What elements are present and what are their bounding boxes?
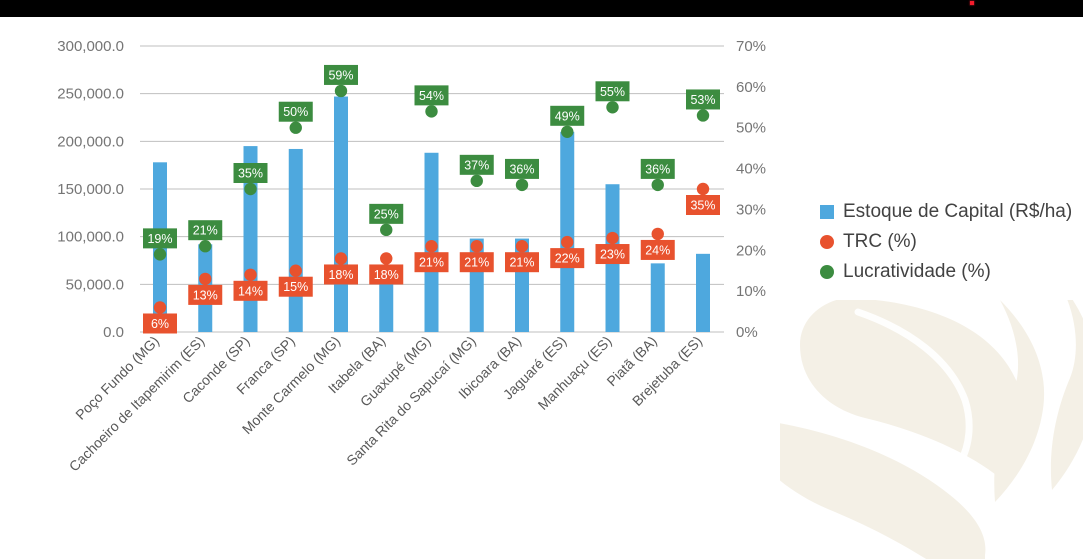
svg-text:54%: 54% <box>419 89 444 103</box>
svg-text:50,000.0: 50,000.0 <box>66 276 124 293</box>
svg-text:0%: 0% <box>736 324 758 341</box>
svg-text:59%: 59% <box>328 68 353 82</box>
svg-text:22%: 22% <box>555 252 580 266</box>
svg-text:35%: 35% <box>690 199 715 213</box>
svg-text:250,000.0: 250,000.0 <box>57 86 124 103</box>
svg-text:70%: 70% <box>736 38 766 55</box>
svg-text:200,000.0: 200,000.0 <box>57 133 124 150</box>
svg-text:55%: 55% <box>600 85 625 99</box>
svg-text:50%: 50% <box>283 105 308 119</box>
svg-text:50%: 50% <box>736 120 766 137</box>
svg-text:24%: 24% <box>645 243 670 257</box>
svg-text:100,000.0: 100,000.0 <box>57 229 124 246</box>
svg-text:21%: 21% <box>509 256 534 270</box>
svg-text:300,000.0: 300,000.0 <box>57 38 124 55</box>
svg-text:14%: 14% <box>238 284 263 298</box>
svg-text:0.0: 0.0 <box>103 324 124 341</box>
svg-text:10%: 10% <box>736 283 766 300</box>
svg-text:37%: 37% <box>464 158 489 172</box>
svg-text:23%: 23% <box>600 248 625 262</box>
svg-text:35%: 35% <box>238 167 263 181</box>
svg-text:53%: 53% <box>690 93 715 107</box>
svg-text:49%: 49% <box>555 109 580 123</box>
svg-text:150,000.0: 150,000.0 <box>57 181 124 198</box>
svg-text:Poço Fundo (MG): Poço Fundo (MG) <box>72 333 162 423</box>
svg-text:13%: 13% <box>193 288 218 302</box>
svg-text:36%: 36% <box>509 162 534 176</box>
svg-text:21%: 21% <box>193 224 218 238</box>
svg-text:18%: 18% <box>374 268 399 282</box>
svg-text:18%: 18% <box>328 268 353 282</box>
svg-text:6%: 6% <box>151 317 169 331</box>
svg-text:36%: 36% <box>645 162 670 176</box>
svg-text:19%: 19% <box>147 232 172 246</box>
svg-text:21%: 21% <box>419 256 444 270</box>
svg-text:60%: 60% <box>736 79 766 96</box>
svg-text:30%: 30% <box>736 201 766 218</box>
svg-text:40%: 40% <box>736 161 766 178</box>
svg-text:21%: 21% <box>464 256 489 270</box>
svg-text:15%: 15% <box>283 280 308 294</box>
svg-text:20%: 20% <box>736 242 766 259</box>
svg-text:25%: 25% <box>374 207 399 221</box>
